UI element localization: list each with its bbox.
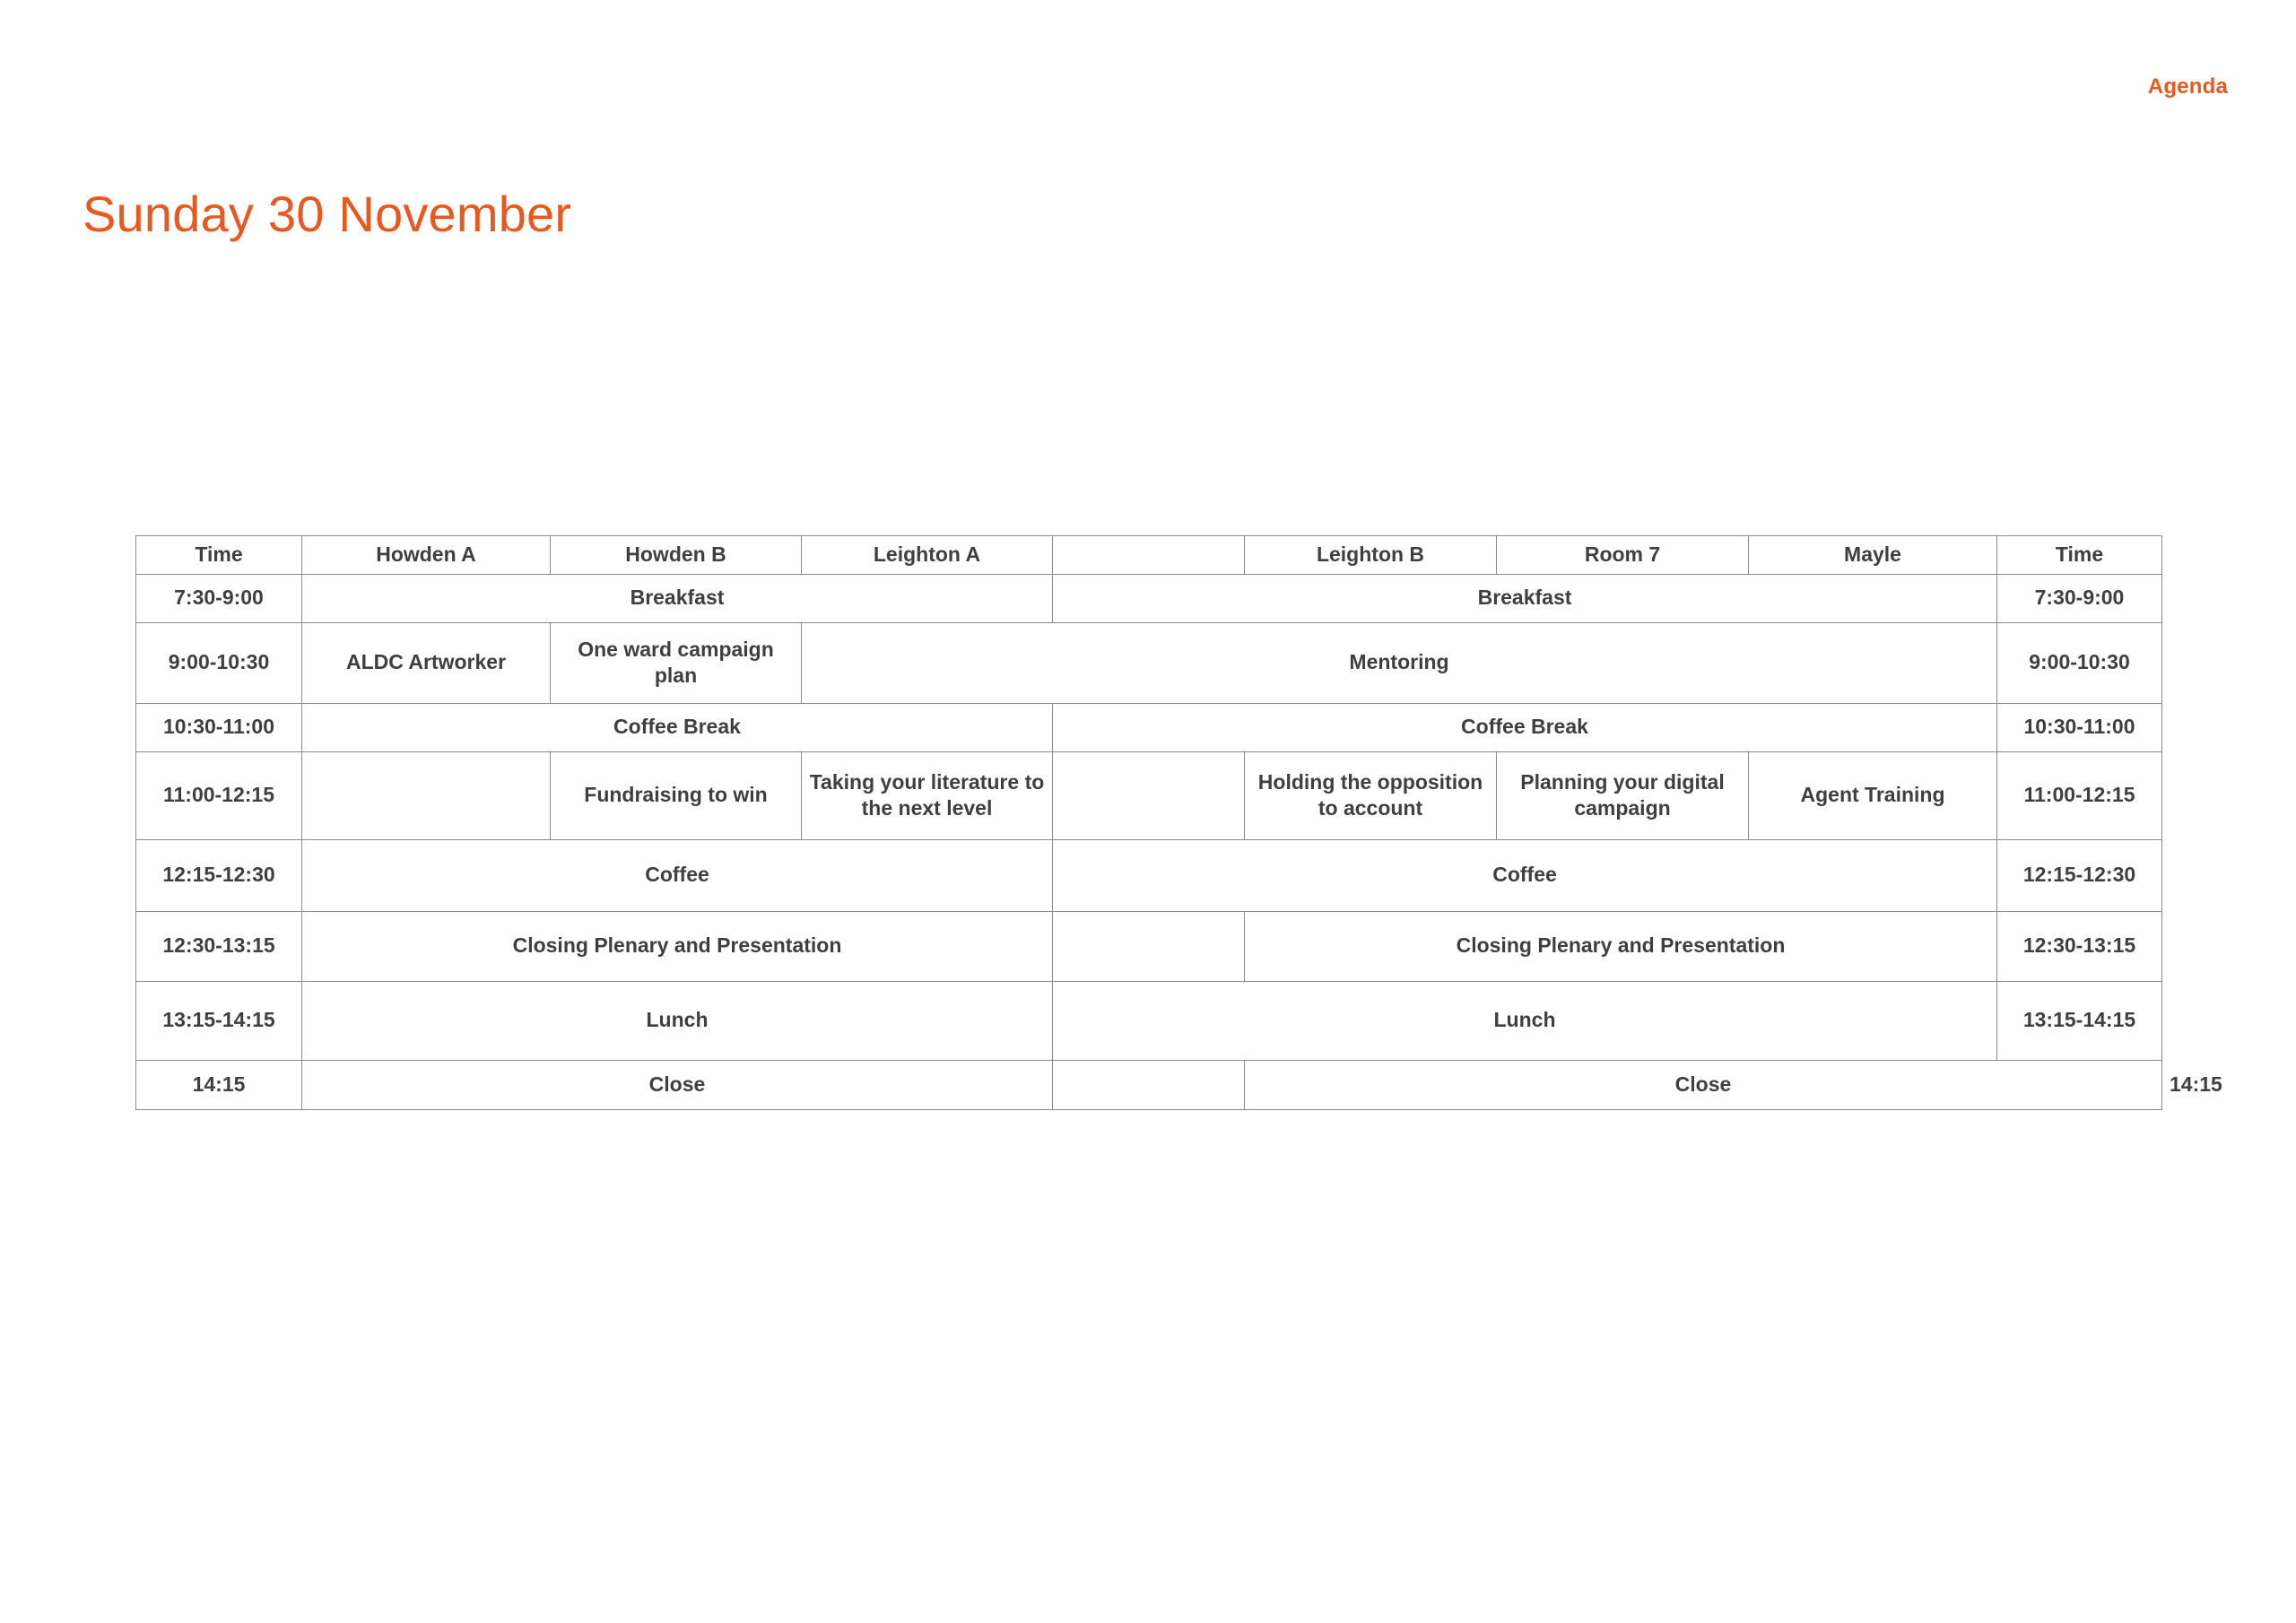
agenda-table-head: Time Howden A Howden B Leighton A Leight… bbox=[135, 535, 2162, 575]
table-row: 12:30-13:15 Closing Plenary and Presenta… bbox=[135, 910, 2162, 982]
session-cell[interactable]: Coffee Break bbox=[1052, 702, 1997, 752]
session-cell[interactable]: One ward campaign plan bbox=[550, 621, 802, 704]
column-header-spacer bbox=[1052, 535, 1245, 575]
session-cell[interactable]: Mentoring bbox=[801, 621, 1997, 704]
row-time-left: 7:30-9:00 bbox=[135, 573, 302, 623]
row-time-left: 11:00-12:15 bbox=[135, 751, 302, 840]
row-time-right: 12:30-13:15 bbox=[1996, 910, 2162, 982]
header-row: Time Howden A Howden B Leighton A Leight… bbox=[135, 535, 2162, 575]
session-cell[interactable]: Lunch bbox=[1052, 980, 1997, 1061]
column-header-room-7: Room 7 bbox=[1496, 535, 1749, 575]
table-row: 13:15-14:15 Lunch Lunch 13:15-14:15 bbox=[135, 980, 2162, 1061]
row-time-right: 10:30-11:00 bbox=[1996, 702, 2162, 752]
session-cell[interactable]: Close bbox=[1244, 1059, 2162, 1110]
session-cell[interactable]: ALDC Artworker bbox=[301, 621, 551, 704]
column-header-time-left: Time bbox=[135, 535, 302, 575]
row-time-left: 14:15 bbox=[135, 1059, 302, 1110]
session-cell[interactable]: Fundraising to win bbox=[550, 751, 802, 840]
session-cell[interactable]: Coffee Break bbox=[301, 702, 1053, 752]
agenda-table-container: Time Howden A Howden B Leighton A Leight… bbox=[135, 535, 2222, 1110]
session-cell[interactable] bbox=[1052, 910, 1245, 982]
row-time-left: 12:30-13:15 bbox=[135, 910, 302, 982]
row-time-right: 12:15-12:30 bbox=[1996, 838, 2162, 912]
column-header-mayle: Mayle bbox=[1748, 535, 1997, 575]
row-time-right: 9:00-10:30 bbox=[1996, 621, 2162, 704]
session-cell[interactable]: Planning your digital campaign bbox=[1496, 751, 1749, 840]
session-cell[interactable]: Breakfast bbox=[301, 573, 1053, 623]
table-row: 12:15-12:30 Coffee Coffee 12:15-12:30 bbox=[135, 838, 2162, 912]
column-header-leighton-a: Leighton A bbox=[801, 535, 1053, 575]
row-time-left: 10:30-11:00 bbox=[135, 702, 302, 752]
session-cell[interactable]: Close bbox=[301, 1059, 1053, 1110]
row-time-right: 7:30-9:00 bbox=[1996, 573, 2162, 623]
table-row: 7:30-9:00 Breakfast Breakfast 7:30-9:00 bbox=[135, 573, 2162, 623]
table-row: 11:00-12:15 Fundraising to win Taking yo… bbox=[135, 751, 2162, 840]
session-cell[interactable]: Taking your literature to the next level bbox=[801, 751, 1053, 840]
page-title: Sunday 30 November bbox=[83, 185, 572, 242]
session-cell[interactable]: Closing Plenary and Presentation bbox=[1244, 910, 1997, 982]
agenda-table: Time Howden A Howden B Leighton A Leight… bbox=[135, 535, 2222, 1110]
session-cell[interactable]: Coffee bbox=[301, 838, 1053, 912]
session-cell[interactable] bbox=[301, 751, 551, 840]
session-cell[interactable]: Closing Plenary and Presentation bbox=[301, 910, 1053, 982]
agenda-table-body: 7:30-9:00 Breakfast Breakfast 7:30-9:00 … bbox=[135, 573, 2222, 1110]
table-row: 9:00-10:30 ALDC Artworker One ward campa… bbox=[135, 621, 2162, 704]
row-time-right: 11:00-12:15 bbox=[1996, 751, 2162, 840]
row-time-left: 12:15-12:30 bbox=[135, 838, 302, 912]
session-cell[interactable]: Coffee bbox=[1052, 838, 1997, 912]
section-label: Agenda bbox=[2147, 74, 2228, 99]
session-cell[interactable] bbox=[1052, 751, 1245, 840]
session-cell[interactable] bbox=[1052, 1059, 1245, 1110]
row-time-left: 9:00-10:30 bbox=[135, 621, 302, 704]
row-time-left: 13:15-14:15 bbox=[135, 980, 302, 1061]
column-header-howden-a: Howden A bbox=[301, 535, 551, 575]
column-header-time-right: Time bbox=[1996, 535, 2162, 575]
session-cell[interactable]: Breakfast bbox=[1052, 573, 1997, 623]
session-cell[interactable]: Agent Training bbox=[1748, 751, 1997, 840]
column-header-leighton-b: Leighton B bbox=[1244, 535, 1497, 575]
session-cell[interactable]: Holding the opposition to account bbox=[1244, 751, 1497, 840]
table-row: 14:15 Close Close 14:15 bbox=[135, 1059, 2222, 1110]
session-cell[interactable]: Lunch bbox=[301, 980, 1053, 1061]
table-row: 10:30-11:00 Coffee Break Coffee Break 10… bbox=[135, 702, 2162, 752]
column-header-howden-b: Howden B bbox=[550, 535, 802, 575]
row-time-right: 13:15-14:15 bbox=[1996, 980, 2162, 1061]
